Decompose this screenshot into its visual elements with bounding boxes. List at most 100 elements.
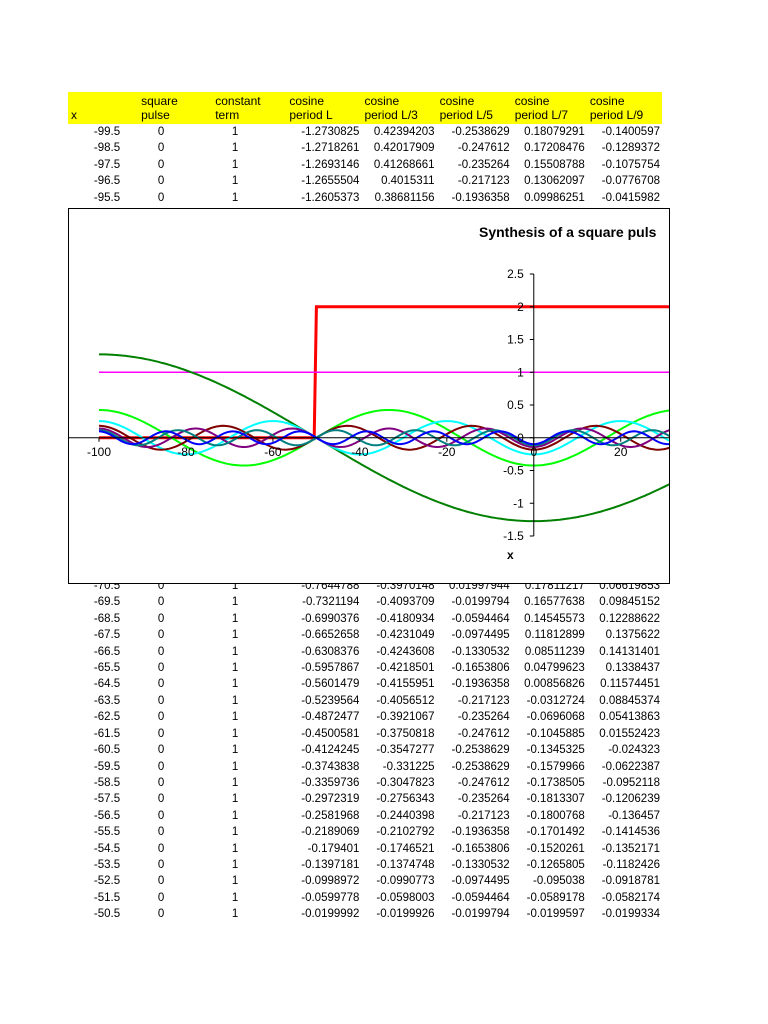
table-cell[interactable]: -50.5 — [93, 908, 121, 921]
table-cell[interactable]: 0 — [157, 191, 165, 204]
table-cell[interactable]: -0.4056512 — [376, 694, 435, 707]
table-cell[interactable]: 1 — [231, 727, 239, 740]
table-cell[interactable]: 1 — [231, 891, 239, 904]
column-header[interactable]: cosine period L/5 — [436, 92, 512, 124]
table-cell[interactable]: -1.2730825 — [301, 126, 360, 138]
table-cell[interactable]: 0.08511239 — [524, 645, 585, 658]
table-cell[interactable]: -0.0199992 — [301, 908, 360, 921]
table-cell[interactable]: 0.1338437 — [605, 662, 660, 675]
table-cell[interactable]: -0.247612 — [457, 776, 510, 789]
table-cell[interactable]: -0.4155951 — [376, 678, 435, 691]
table-cell[interactable]: -0.4243608 — [376, 645, 435, 658]
table-cell[interactable]: 0 — [157, 678, 165, 691]
table-cell[interactable]: -0.3750818 — [376, 727, 435, 740]
table-cell[interactable]: -0.4093709 — [376, 596, 435, 609]
table-cell[interactable]: -0.4500581 — [301, 727, 360, 740]
table-cell[interactable]: -0.1414536 — [601, 826, 660, 839]
table-cell[interactable]: -0.1182426 — [602, 858, 660, 871]
table-cell[interactable]: 0 — [157, 711, 165, 724]
table-cell[interactable]: -0.1075754 — [601, 158, 660, 171]
table-cell[interactable]: -0.1045885 — [526, 727, 585, 740]
table-cell[interactable]: -1.2655504 — [301, 175, 360, 188]
column-header[interactable]: constant term — [212, 92, 287, 124]
table-cell[interactable]: 0 — [157, 826, 165, 839]
table-cell[interactable]: -0.5957867 — [301, 662, 360, 675]
table-cell[interactable]: -97.5 — [93, 158, 121, 171]
table-cell[interactable]: 1 — [231, 175, 239, 188]
table-cell[interactable]: 0 — [157, 891, 165, 904]
table-cell[interactable]: 1 — [231, 678, 239, 691]
table-cell[interactable]: -60.5 — [93, 744, 121, 757]
table-cell[interactable]: -95.5 — [93, 191, 121, 204]
table-cell[interactable]: -0.2102792 — [376, 826, 435, 839]
table-cell[interactable]: -0.0776708 — [601, 175, 660, 188]
table-cell[interactable]: 0 — [157, 126, 165, 138]
table-cell[interactable]: 0 — [157, 776, 165, 789]
table-cell[interactable]: -0.1330532 — [451, 858, 510, 871]
table-cell[interactable]: -51.5 — [93, 891, 121, 904]
table-cell[interactable]: -0.1653806 — [451, 662, 510, 675]
table-cell[interactable]: 0.08845374 — [599, 694, 660, 707]
table-cell[interactable]: 0 — [157, 760, 165, 773]
table-cell[interactable]: -0.1653806 — [451, 842, 510, 855]
table-cell[interactable]: 0.17208476 — [524, 142, 585, 155]
table-cell[interactable]: -0.1289372 — [601, 142, 660, 155]
table-cell[interactable]: -0.217123 — [457, 175, 510, 188]
table-cell[interactable]: 0 — [157, 727, 165, 740]
table-cell[interactable]: 1 — [231, 842, 239, 855]
table-cell[interactable]: -0.1352171 — [601, 842, 660, 855]
table-cell[interactable]: -0.0312724 — [526, 694, 585, 707]
table-cell[interactable]: 0 — [157, 645, 165, 658]
table-cell[interactable]: -69.5 — [93, 596, 121, 609]
table-cell[interactable]: -0.247612 — [457, 142, 510, 155]
table-cell[interactable]: -0.1936358 — [451, 191, 510, 204]
table-cell[interactable]: -0.3047823 — [376, 776, 435, 789]
table-cell[interactable]: -63.5 — [93, 694, 121, 707]
table-cell[interactable]: -0.0918781 — [601, 875, 660, 888]
table-cell[interactable]: 0 — [157, 580, 165, 593]
table-cell[interactable]: -0.4872477 — [301, 711, 360, 724]
table-cell[interactable]: -0.235264 — [457, 158, 510, 171]
table-cell[interactable]: 1 — [231, 793, 239, 806]
table-cell[interactable]: 0 — [157, 596, 165, 609]
table-cell[interactable]: 0.13062097 — [524, 175, 585, 188]
table-cell[interactable]: 1 — [231, 809, 239, 822]
table-cell[interactable]: 0 — [157, 842, 165, 855]
table-cell[interactable]: 0.00856826 — [524, 678, 585, 691]
table-cell[interactable]: -1.2718261 — [301, 142, 360, 155]
table-cell[interactable]: 0.15508788 — [524, 158, 585, 171]
table-cell[interactable]: -0.3547277 — [376, 744, 435, 757]
table-cell[interactable]: 0.16577638 — [524, 596, 585, 609]
table-cell[interactable]: -0.4231049 — [376, 629, 435, 642]
table-cell[interactable]: -0.0599778 — [301, 891, 360, 904]
table-cell[interactable]: -0.1800768 — [526, 809, 585, 822]
table-cell[interactable]: -0.1936358 — [451, 826, 510, 839]
table-cell[interactable]: -0.1330532 — [451, 645, 510, 658]
table-cell[interactable]: -0.136457 — [608, 809, 660, 822]
table-cell[interactable]: -0.1374748 — [376, 858, 435, 871]
table-cell[interactable]: 0.42017909 — [373, 142, 435, 155]
table-cell[interactable]: 0 — [157, 629, 165, 642]
table-cell[interactable]: -0.0199597 — [526, 908, 585, 921]
table-cell[interactable]: 1 — [231, 776, 239, 789]
table-cell[interactable]: 1 — [231, 580, 239, 593]
table-cell[interactable]: -54.5 — [93, 842, 121, 855]
table-cell[interactable]: 0 — [157, 158, 165, 171]
table-cell[interactable]: -0.0594464 — [451, 612, 510, 625]
table-cell[interactable]: -96.5 — [93, 175, 121, 188]
table-cell[interactable]: -64.5 — [93, 678, 121, 691]
table-cell[interactable]: -0.331225 — [382, 760, 435, 773]
table-cell[interactable]: 1 — [231, 711, 239, 724]
table-cell[interactable]: -0.2538629 — [451, 760, 510, 773]
table-cell[interactable]: -0.7321194 — [302, 596, 360, 609]
table-cell[interactable]: -0.0582174 — [601, 891, 660, 904]
table-cell[interactable]: 1 — [231, 191, 239, 204]
table-cell[interactable]: -67.5 — [93, 629, 121, 642]
table-cell[interactable]: 0 — [157, 875, 165, 888]
table-cell[interactable]: -0.0415982 — [601, 191, 660, 204]
table-cell[interactable]: -0.0974495 — [451, 875, 510, 888]
column-header[interactable]: square pulse — [138, 92, 213, 124]
table-cell[interactable]: 0.12288622 — [599, 612, 660, 625]
table-cell[interactable]: -66.5 — [93, 645, 121, 658]
table-cell[interactable]: -0.0998972 — [301, 875, 360, 888]
